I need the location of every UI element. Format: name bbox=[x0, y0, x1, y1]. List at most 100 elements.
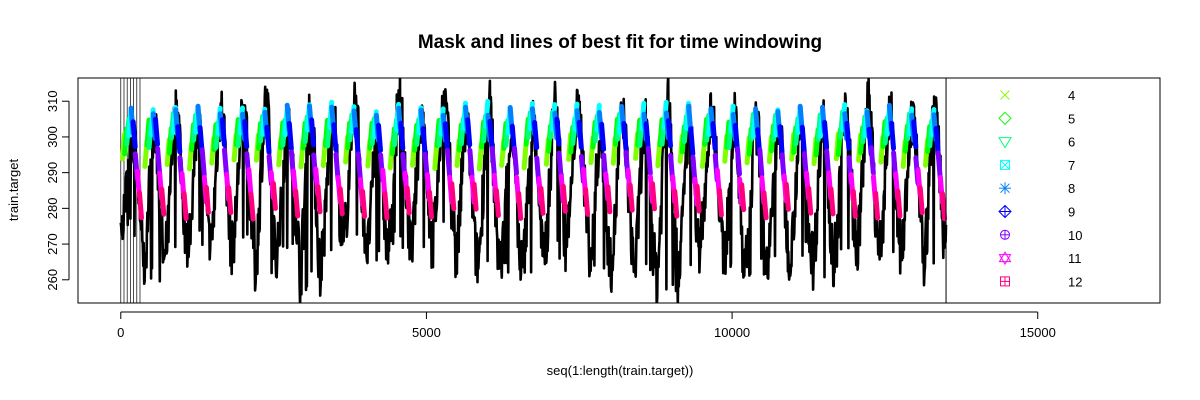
legend-item-5: 5 bbox=[998, 111, 1075, 126]
fit-line-9 bbox=[130, 119, 138, 150]
fit-line-9 bbox=[911, 119, 919, 150]
legend-label: 8 bbox=[1068, 181, 1075, 196]
legend-label: 11 bbox=[1068, 251, 1082, 266]
x-tick-label: 10000 bbox=[714, 325, 750, 340]
fit-line-12 bbox=[516, 190, 524, 221]
legend-item-4: 4 bbox=[1000, 88, 1075, 103]
legend-label: 9 bbox=[1068, 205, 1075, 220]
y-tick-label: 300 bbox=[45, 126, 60, 148]
fit-line-10 bbox=[155, 145, 163, 176]
fit-line-12 bbox=[449, 181, 457, 212]
fit-line-10 bbox=[489, 145, 497, 176]
fit-line-12 bbox=[583, 186, 591, 217]
fit-line-12 bbox=[627, 182, 635, 213]
fit-line-10 bbox=[467, 147, 475, 178]
y-axis-label: train.target bbox=[6, 159, 21, 222]
fit-line-9 bbox=[621, 121, 629, 151]
fit-line-12 bbox=[739, 182, 747, 213]
fit-line-9 bbox=[599, 121, 607, 152]
fit-line-12 bbox=[605, 184, 613, 215]
fit-line-12 bbox=[382, 190, 390, 221]
fit-line-12 bbox=[895, 188, 903, 219]
fit-line-9 bbox=[398, 120, 406, 151]
fit-line-9 bbox=[175, 124, 183, 155]
fit-line-9 bbox=[777, 124, 785, 155]
fit-line-10 bbox=[735, 146, 742, 177]
fit-line-10 bbox=[757, 147, 765, 178]
legend-item-6: 6 bbox=[998, 135, 1075, 150]
fit-line-10 bbox=[199, 147, 207, 178]
fit-line-12 bbox=[716, 187, 724, 218]
fit-line-9 bbox=[442, 121, 450, 152]
fit-line-9 bbox=[576, 119, 584, 150]
legend-label: 12 bbox=[1068, 274, 1082, 289]
fit-line-9 bbox=[889, 120, 896, 151]
x-tick-label: 15000 bbox=[1020, 325, 1056, 340]
fit-line-12 bbox=[181, 191, 189, 221]
fit-line-10 bbox=[355, 151, 363, 182]
fit-line-12 bbox=[471, 181, 479, 212]
legend-label: 10 bbox=[1068, 228, 1082, 243]
fit-line-9 bbox=[933, 125, 941, 156]
fit-line-9 bbox=[153, 116, 160, 147]
fit-line-10 bbox=[222, 147, 229, 178]
axes: 0 5000 10000 15000 260 270 280 290 300 310 bbox=[45, 77, 1161, 340]
fit-line-12 bbox=[538, 185, 546, 216]
fit-line-10 bbox=[935, 150, 943, 181]
fit-line-12 bbox=[560, 183, 568, 214]
legend-symbol-square-x bbox=[1000, 159, 1010, 170]
fit-lines-layer bbox=[120, 99, 947, 222]
fit-line-9 bbox=[710, 121, 718, 152]
fit-line-9 bbox=[219, 117, 227, 148]
fit-line-12 bbox=[427, 189, 434, 220]
fit-line-12 bbox=[360, 188, 368, 219]
fit-line-12 bbox=[694, 183, 702, 214]
fit-line-12 bbox=[493, 187, 501, 218]
fit-line-12 bbox=[783, 181, 791, 212]
legend-item-10: 10 bbox=[1000, 228, 1082, 243]
y-tick-label: 260 bbox=[45, 269, 60, 291]
fit-line-12 bbox=[315, 184, 323, 215]
chart-title: Mask and lines of best fit for time wind… bbox=[418, 32, 822, 53]
fit-line-4 bbox=[521, 140, 529, 171]
legend-label: 5 bbox=[1068, 111, 1075, 126]
y-tick-label: 290 bbox=[45, 162, 60, 184]
legend-item-8: 8 bbox=[999, 181, 1075, 196]
legend-symbol-star-of-david bbox=[998, 251, 1012, 266]
legend-symbol-circle-plus bbox=[1000, 229, 1010, 240]
legend-item-7: 7 bbox=[1000, 158, 1075, 173]
fit-line-10 bbox=[512, 145, 519, 176]
legend-label: 7 bbox=[1068, 158, 1075, 173]
y-tick-label: 310 bbox=[45, 90, 60, 112]
fit-line-9 bbox=[331, 122, 339, 153]
legend-label: 6 bbox=[1068, 135, 1075, 150]
fit-line-9 bbox=[487, 118, 495, 149]
legend-symbol-cross bbox=[1000, 90, 1010, 100]
legend-symbol-square-plus bbox=[1000, 276, 1010, 287]
fit-line-12 bbox=[761, 190, 769, 221]
legend-item-12: 12 bbox=[1000, 274, 1082, 289]
fit-line-12 bbox=[940, 191, 947, 222]
fit-line-12 bbox=[672, 188, 680, 219]
fit-line-12 bbox=[137, 190, 144, 221]
fit-line-9 bbox=[309, 117, 317, 148]
fit-line-9 bbox=[353, 127, 361, 158]
fit-line-9 bbox=[688, 126, 696, 157]
fit-line-9 bbox=[844, 120, 852, 151]
x-tick-label: 5000 bbox=[412, 325, 441, 340]
fit-line-12 bbox=[270, 180, 278, 211]
fit-line-12 bbox=[248, 191, 256, 222]
legend-label: 4 bbox=[1068, 88, 1075, 103]
legend-symbol-diamond-plus bbox=[998, 204, 1012, 219]
legend: 4 5 6 7 8 9 10 11 12 bbox=[998, 88, 1082, 289]
x-axis-label: seq(1:length(train.target)) bbox=[547, 363, 694, 378]
plot-frame bbox=[77, 77, 1161, 304]
fit-line-9 bbox=[286, 120, 294, 151]
fit-line-9 bbox=[799, 124, 807, 155]
fit-line-9 bbox=[554, 116, 562, 147]
fit-line-9 bbox=[264, 124, 272, 155]
legend-symbol-diamond bbox=[998, 111, 1012, 126]
fit-line-9 bbox=[465, 117, 473, 148]
fit-line-12 bbox=[203, 184, 211, 215]
